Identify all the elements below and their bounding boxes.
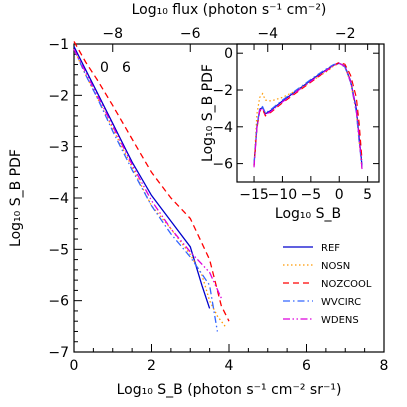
inset-series-wvcirc	[253, 62, 363, 168]
legend-label-nosn: NOSN	[321, 261, 350, 272]
main-x-tick-label: 0	[70, 358, 79, 374]
main-y-tick-label: −6	[48, 294, 69, 310]
main-x-tick-label: 4	[225, 358, 234, 374]
inset-series-group	[253, 61, 363, 170]
main-y-axis-title: Log₁₀ S_B PDF	[8, 149, 24, 247]
inset-x-tick-label: 0	[335, 187, 344, 203]
inset-series-ref	[253, 62, 363, 166]
inset-series-wdens	[253, 62, 363, 170]
legend-label-wdens: WDENS	[321, 315, 359, 326]
inset-y-tick-label: −2	[212, 83, 233, 99]
inset-plot-frame	[236, 43, 380, 183]
main-top-x-tick-label: −8	[102, 26, 123, 42]
inset-y-tick-label: 0	[224, 46, 233, 62]
main-x-axis-title: Log₁₀ S_B (photon s⁻¹ cm⁻² sr⁻¹)	[117, 382, 342, 398]
legend-label-wvcirc: WVCIRC	[321, 297, 361, 308]
legend: REF NOSN NOZCOOL WVCIRC WDENS	[283, 243, 372, 326]
main-x-tick-label: 8	[380, 358, 389, 374]
inset-y-tick-label: −6	[212, 157, 233, 173]
legend-label-nozcool: NOZCOOL	[321, 279, 372, 290]
inset-x-axis-title: Log₁₀ S_B	[275, 206, 341, 222]
main-y-tick-label: −2	[48, 88, 69, 104]
inset-x-tick-label: 5	[363, 187, 372, 203]
main-y-tick-label: −3	[48, 140, 69, 156]
inset-x-tick-label: −5	[301, 187, 322, 203]
main-x-tick-label: 6	[302, 358, 311, 374]
main-y-tick-label: −7	[48, 345, 69, 361]
main-series-nozcool	[73, 41, 230, 322]
inset-x-tick-label: −10	[268, 187, 298, 203]
main-top-x-tick-label: −6	[180, 26, 201, 42]
annotation-6: 6	[122, 60, 131, 76]
inset-series-nozcool	[253, 61, 363, 166]
main-series-ref	[73, 46, 211, 309]
inset-y-axis-title: Log₁₀ S_B PDF	[200, 64, 216, 162]
inset-x-tick-label: −15	[239, 187, 269, 203]
main-series-group	[73, 41, 230, 332]
inset-axis-ticks: −15−10 −5 0 5 −6 −4 −2 0	[212, 44, 379, 203]
inset-series-nosn	[253, 62, 363, 170]
main-top-x-tick-label: −4	[257, 26, 278, 42]
main-x-tick-label: 2	[147, 358, 156, 374]
main-top-x-tick-label: −2	[335, 26, 356, 42]
main-series-wdens	[73, 48, 222, 299]
main-axis-ticks: 0 2 4 6 8 −7 −6 −5 −4 −3 −2 −1 −8 −6 −4 −2	[48, 26, 388, 374]
annotation-0: 0	[100, 60, 109, 76]
main-y-tick-label: −5	[48, 242, 69, 258]
legend-label-ref: REF	[321, 243, 340, 254]
inset-y-tick-label: −4	[212, 120, 233, 136]
main-top-x-axis-title: Log₁₀ flux (photon s⁻¹ cm⁻²)	[132, 2, 327, 18]
main-y-tick-label: −1	[48, 37, 69, 53]
main-y-tick-label: −4	[48, 191, 69, 207]
